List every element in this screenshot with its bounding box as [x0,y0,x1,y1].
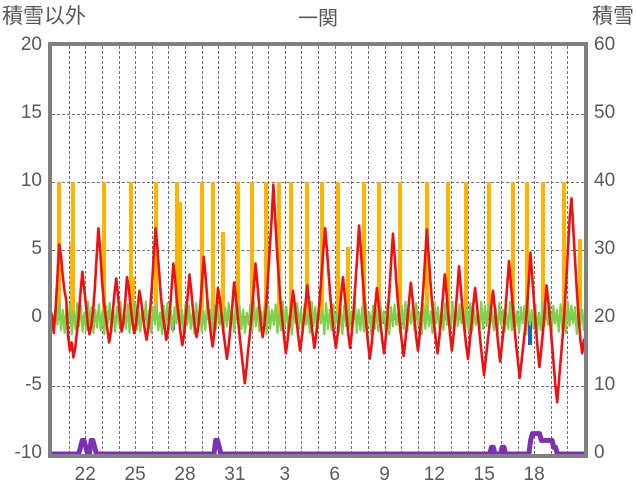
precipitation-bar [174,182,179,318]
precipitation-bar [540,182,545,318]
x-axis-tick-label: 18 [523,464,545,485]
x-axis-tick-label: 25 [124,464,146,485]
precipitation-bar [153,182,158,318]
precipitation-bar [128,182,133,318]
right-axis-tick-label: 40 [594,170,616,191]
precipitation-bar [578,239,583,318]
horizontal-gridline [52,114,584,115]
precipitation-bar [276,182,281,318]
precipitation-bar [177,202,182,318]
x-axis-tick-label: 28 [174,464,196,485]
precipitation-bar [69,243,74,318]
precipitation-bar [221,232,226,318]
horizontal-gridline [52,386,584,387]
x-axis-tick-label: 12 [423,464,445,485]
x-axis-tick-label: 15 [473,464,495,485]
precipitation-bar [487,182,492,318]
series-line [52,431,584,454]
series-line [52,183,584,404]
chart-title: 一関 [298,8,338,30]
precipitation-bar [249,182,254,318]
precipitation-bar [346,247,351,318]
precipitation-bar [398,182,403,318]
left-axis-tick-label: 5 [31,238,42,259]
left-axis-title: 積雪以外 [2,5,86,28]
horizontal-gridline [52,182,584,183]
right-axis-tick-label: 50 [594,102,616,123]
precipitation-bar [524,182,529,318]
precipitation-bar [510,182,515,318]
precipitation-bar [319,182,324,318]
precipitation-bar [562,182,567,318]
precipitation-bar [305,182,310,318]
precipitation-bar [335,182,340,318]
series-lines [52,183,584,454]
precipitation-bar [376,182,381,318]
right-axis-tick-label: 20 [594,306,616,327]
left-axis-tick-label: 10 [20,170,42,191]
right-axis-tick-label: 10 [594,374,616,395]
x-axis-tick-label: 3 [279,464,291,485]
left-axis-tick-label: 0 [31,306,42,327]
x-axis-tick-label: 6 [329,464,340,485]
precipitation-bar [235,182,240,318]
x-axis-tick-label: 22 [74,464,96,485]
right-axis-title: 積雪 [592,5,634,28]
blue-mark [528,318,533,346]
left-axis-tick-label: 15 [20,102,42,123]
x-axis-tick-label: 9 [379,464,390,485]
precipitation-bar [446,182,451,318]
precipitation-bar [264,182,269,318]
precipitation-bar [210,182,215,318]
plot-inner [52,46,584,454]
plot-area [48,42,588,458]
precipitation-bar [199,182,204,318]
left-axis-tick-label: 20 [20,34,42,55]
precipitation-bar [362,182,367,318]
horizontal-gridline [52,250,584,251]
precipitation-bar [131,277,136,318]
right-axis-tick-label: 60 [594,34,616,55]
precipitation-bar [101,182,106,318]
precipitation-bar [464,182,469,318]
precipitation-bar [289,182,294,318]
left-axis-tick-label: -10 [14,442,42,463]
x-axis-tick-label: 31 [224,464,246,485]
right-axis-tick-label: 0 [594,442,605,463]
right-axis-tick-label: 30 [594,238,616,259]
left-axis-tick-label: -5 [25,374,42,395]
